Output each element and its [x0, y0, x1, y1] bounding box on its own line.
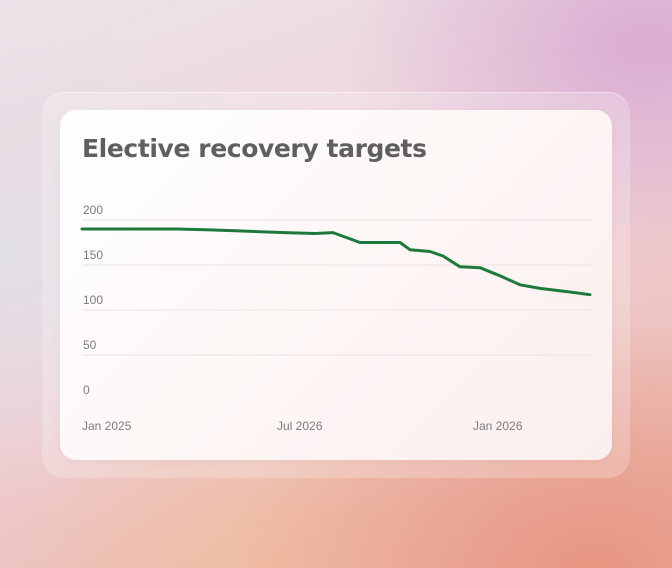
- y-tick-label-200: 200: [83, 203, 103, 217]
- x-tick-label-0: Jan 2025: [82, 419, 132, 433]
- y-tick-label-100: 100: [83, 293, 103, 307]
- x-tick-label-2: Jan 2026: [473, 419, 523, 433]
- y-tick-label-0: 0: [83, 383, 90, 397]
- chart-card: Elective recovery targets 200 150 100 50 0 Ja…: [60, 110, 612, 460]
- y-tick-label-150: 150: [83, 248, 103, 262]
- y-tick-label-50: 50: [83, 338, 97, 352]
- line-chart: 200 150 100 50 0 Jan 2025 Jul 2026 Jan 2026: [80, 203, 592, 433]
- series-line-0: [80, 227, 592, 297]
- x-tick-label-1: Jul 2026: [277, 419, 323, 433]
- chart-title: Elective recovery targets: [82, 134, 427, 163]
